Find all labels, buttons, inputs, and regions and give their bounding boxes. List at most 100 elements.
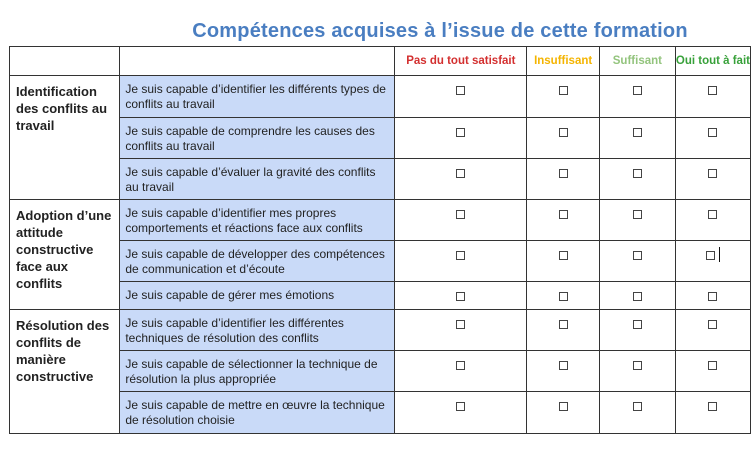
checkbox-cell	[598, 75, 676, 118]
table-row: Adoption d’une attitude constructive fac…	[8, 199, 751, 310]
checkbox-suffisant[interactable]	[632, 128, 642, 137]
checkbox-pas-du-tout-satisfait[interactable]	[456, 361, 466, 370]
checkbox-cell	[674, 199, 751, 241]
checkbox-insuffisant[interactable]	[558, 210, 568, 219]
category-adoption: Adoption d’une attitude constructive fac…	[8, 199, 121, 310]
table-row: Je suis capable de gérer mes émotions	[10, 281, 751, 310]
table-row: Je suis capable d’évaluer la gravité des…	[10, 158, 751, 200]
checkbox-cell	[674, 117, 751, 159]
checkbox-cell	[526, 199, 600, 241]
checkbox-cell	[674, 158, 751, 200]
checkbox-cell	[526, 75, 600, 118]
checkbox-suffisant[interactable]	[632, 210, 642, 219]
checkbox-suffisant[interactable]	[632, 320, 642, 329]
checkbox-cell	[674, 350, 751, 392]
checkbox-pas-du-tout-satisfait[interactable]	[456, 320, 466, 329]
checkbox-suffisant[interactable]	[632, 402, 642, 411]
checkbox-cell	[526, 391, 600, 434]
checkbox-cell	[394, 281, 528, 310]
header-empty-cell	[8, 46, 121, 76]
form-title: Compétences acquises à l’issue de cette …	[192, 20, 688, 42]
checkbox-cell	[598, 240, 676, 282]
checkbox-oui-tout-a-fait[interactable]	[708, 210, 718, 219]
statement-text: Je suis capable d’identifier mes propres…	[119, 199, 396, 241]
checkbox-cell	[598, 350, 676, 392]
checkbox-cell	[394, 158, 528, 200]
checkbox-pas-du-tout-satisfait[interactable]	[456, 292, 466, 301]
checkbox-insuffisant[interactable]	[558, 361, 568, 370]
table-row: Je suis capable de mettre en œuvre la te…	[10, 391, 751, 434]
category-identification: Identification des conflits au travail	[8, 75, 121, 200]
checkbox-oui-tout-a-fait[interactable]	[708, 361, 718, 370]
column-header-pas-du-tout-satisfait: Pas du tout satisfait	[394, 46, 528, 76]
checkbox-oui-tout-a-fait[interactable]	[708, 292, 718, 301]
statement-text: Je suis capable de comprendre les causes…	[119, 117, 396, 159]
checkbox-cell	[394, 199, 528, 241]
statement-text: Je suis capable d’identifier les différe…	[119, 309, 396, 351]
checkbox-oui-tout-a-fait[interactable]	[708, 169, 718, 178]
checkbox-suffisant[interactable]	[632, 169, 642, 178]
checkbox-cell	[394, 309, 528, 351]
checkbox-insuffisant[interactable]	[558, 86, 568, 95]
statement-text: Je suis capable de développer des compét…	[119, 240, 396, 282]
checkbox-insuffisant[interactable]	[558, 251, 568, 260]
checkbox-oui-tout-a-fait[interactable]	[708, 402, 718, 411]
statement-text: Je suis capable d’évaluer la gravité des…	[119, 158, 396, 200]
table-row: Je suis capable de comprendre les causes…	[10, 117, 751, 159]
competence-table: Pas du tout satisfait Insuffisant Suffis…	[8, 46, 751, 434]
checkbox-suffisant[interactable]	[632, 361, 642, 370]
checkbox-pas-du-tout-satisfait[interactable]	[456, 402, 466, 411]
checkbox-cell	[598, 391, 676, 434]
checkbox-cell	[674, 75, 751, 118]
checkbox-cell	[394, 391, 528, 434]
checkbox-insuffisant[interactable]	[558, 292, 568, 301]
text-cursor	[718, 247, 720, 262]
checkbox-cell	[674, 391, 751, 434]
checkbox-oui-tout-a-fait[interactable]	[708, 320, 718, 329]
column-header-suffisant: Suffisant	[598, 46, 676, 76]
checkbox-oui-tout-a-fait[interactable]	[708, 86, 718, 95]
table-row: Je suis capable de sélectionner la techn…	[10, 350, 751, 392]
statement-text: Je suis capable de sélectionner la techn…	[119, 350, 396, 392]
statement-text: Je suis capable de gérer mes émotions	[119, 281, 396, 310]
checkbox-cell	[526, 158, 600, 200]
checkbox-insuffisant[interactable]	[558, 128, 568, 137]
checkbox-cell	[598, 199, 676, 241]
header-empty-cell	[119, 46, 396, 76]
checkbox-cell	[674, 240, 751, 282]
checkbox-oui-tout-a-fait[interactable]	[705, 251, 715, 260]
checkbox-cell	[526, 309, 600, 351]
checkbox-oui-tout-a-fait[interactable]	[708, 128, 718, 137]
checkbox-cell	[598, 117, 676, 159]
table-row: Identification des conflits au travail J…	[8, 75, 751, 200]
checkbox-pas-du-tout-satisfait[interactable]	[456, 86, 466, 95]
checkbox-cell	[674, 309, 751, 351]
checkbox-insuffisant[interactable]	[558, 169, 568, 178]
checkbox-pas-du-tout-satisfait[interactable]	[456, 210, 466, 219]
checkbox-cell	[394, 350, 528, 392]
checkbox-cell	[526, 117, 600, 159]
column-header-insuffisant: Insuffisant	[526, 46, 600, 76]
table-row: Résolution des conflits de manière const…	[8, 309, 751, 434]
checkbox-pas-du-tout-satisfait[interactable]	[456, 169, 466, 178]
checkbox-pas-du-tout-satisfait[interactable]	[456, 128, 466, 137]
checkbox-cell	[526, 240, 600, 282]
checkbox-suffisant[interactable]	[632, 86, 642, 95]
checkbox-cell	[394, 75, 528, 118]
checkbox-cell	[598, 158, 676, 200]
statement-text: Je suis capable d’identifier les différe…	[119, 75, 396, 118]
column-header-oui-tout-a-fait: Oui tout à fait	[674, 46, 751, 76]
checkbox-cell	[526, 350, 600, 392]
checkbox-suffisant[interactable]	[632, 251, 642, 260]
checkbox-cell	[526, 281, 600, 310]
checkbox-insuffisant[interactable]	[558, 402, 568, 411]
category-resolution: Résolution des conflits de manière const…	[8, 309, 121, 434]
checkbox-suffisant[interactable]	[632, 292, 642, 301]
checkbox-pas-du-tout-satisfait[interactable]	[456, 251, 466, 260]
checkbox-insuffisant[interactable]	[558, 320, 568, 329]
checkbox-cell	[394, 117, 528, 159]
checkbox-cell	[674, 281, 751, 310]
header-row: Pas du tout satisfait Insuffisant Suffis…	[8, 46, 751, 76]
checkbox-cell	[598, 281, 676, 310]
checkbox-cell	[598, 309, 676, 351]
